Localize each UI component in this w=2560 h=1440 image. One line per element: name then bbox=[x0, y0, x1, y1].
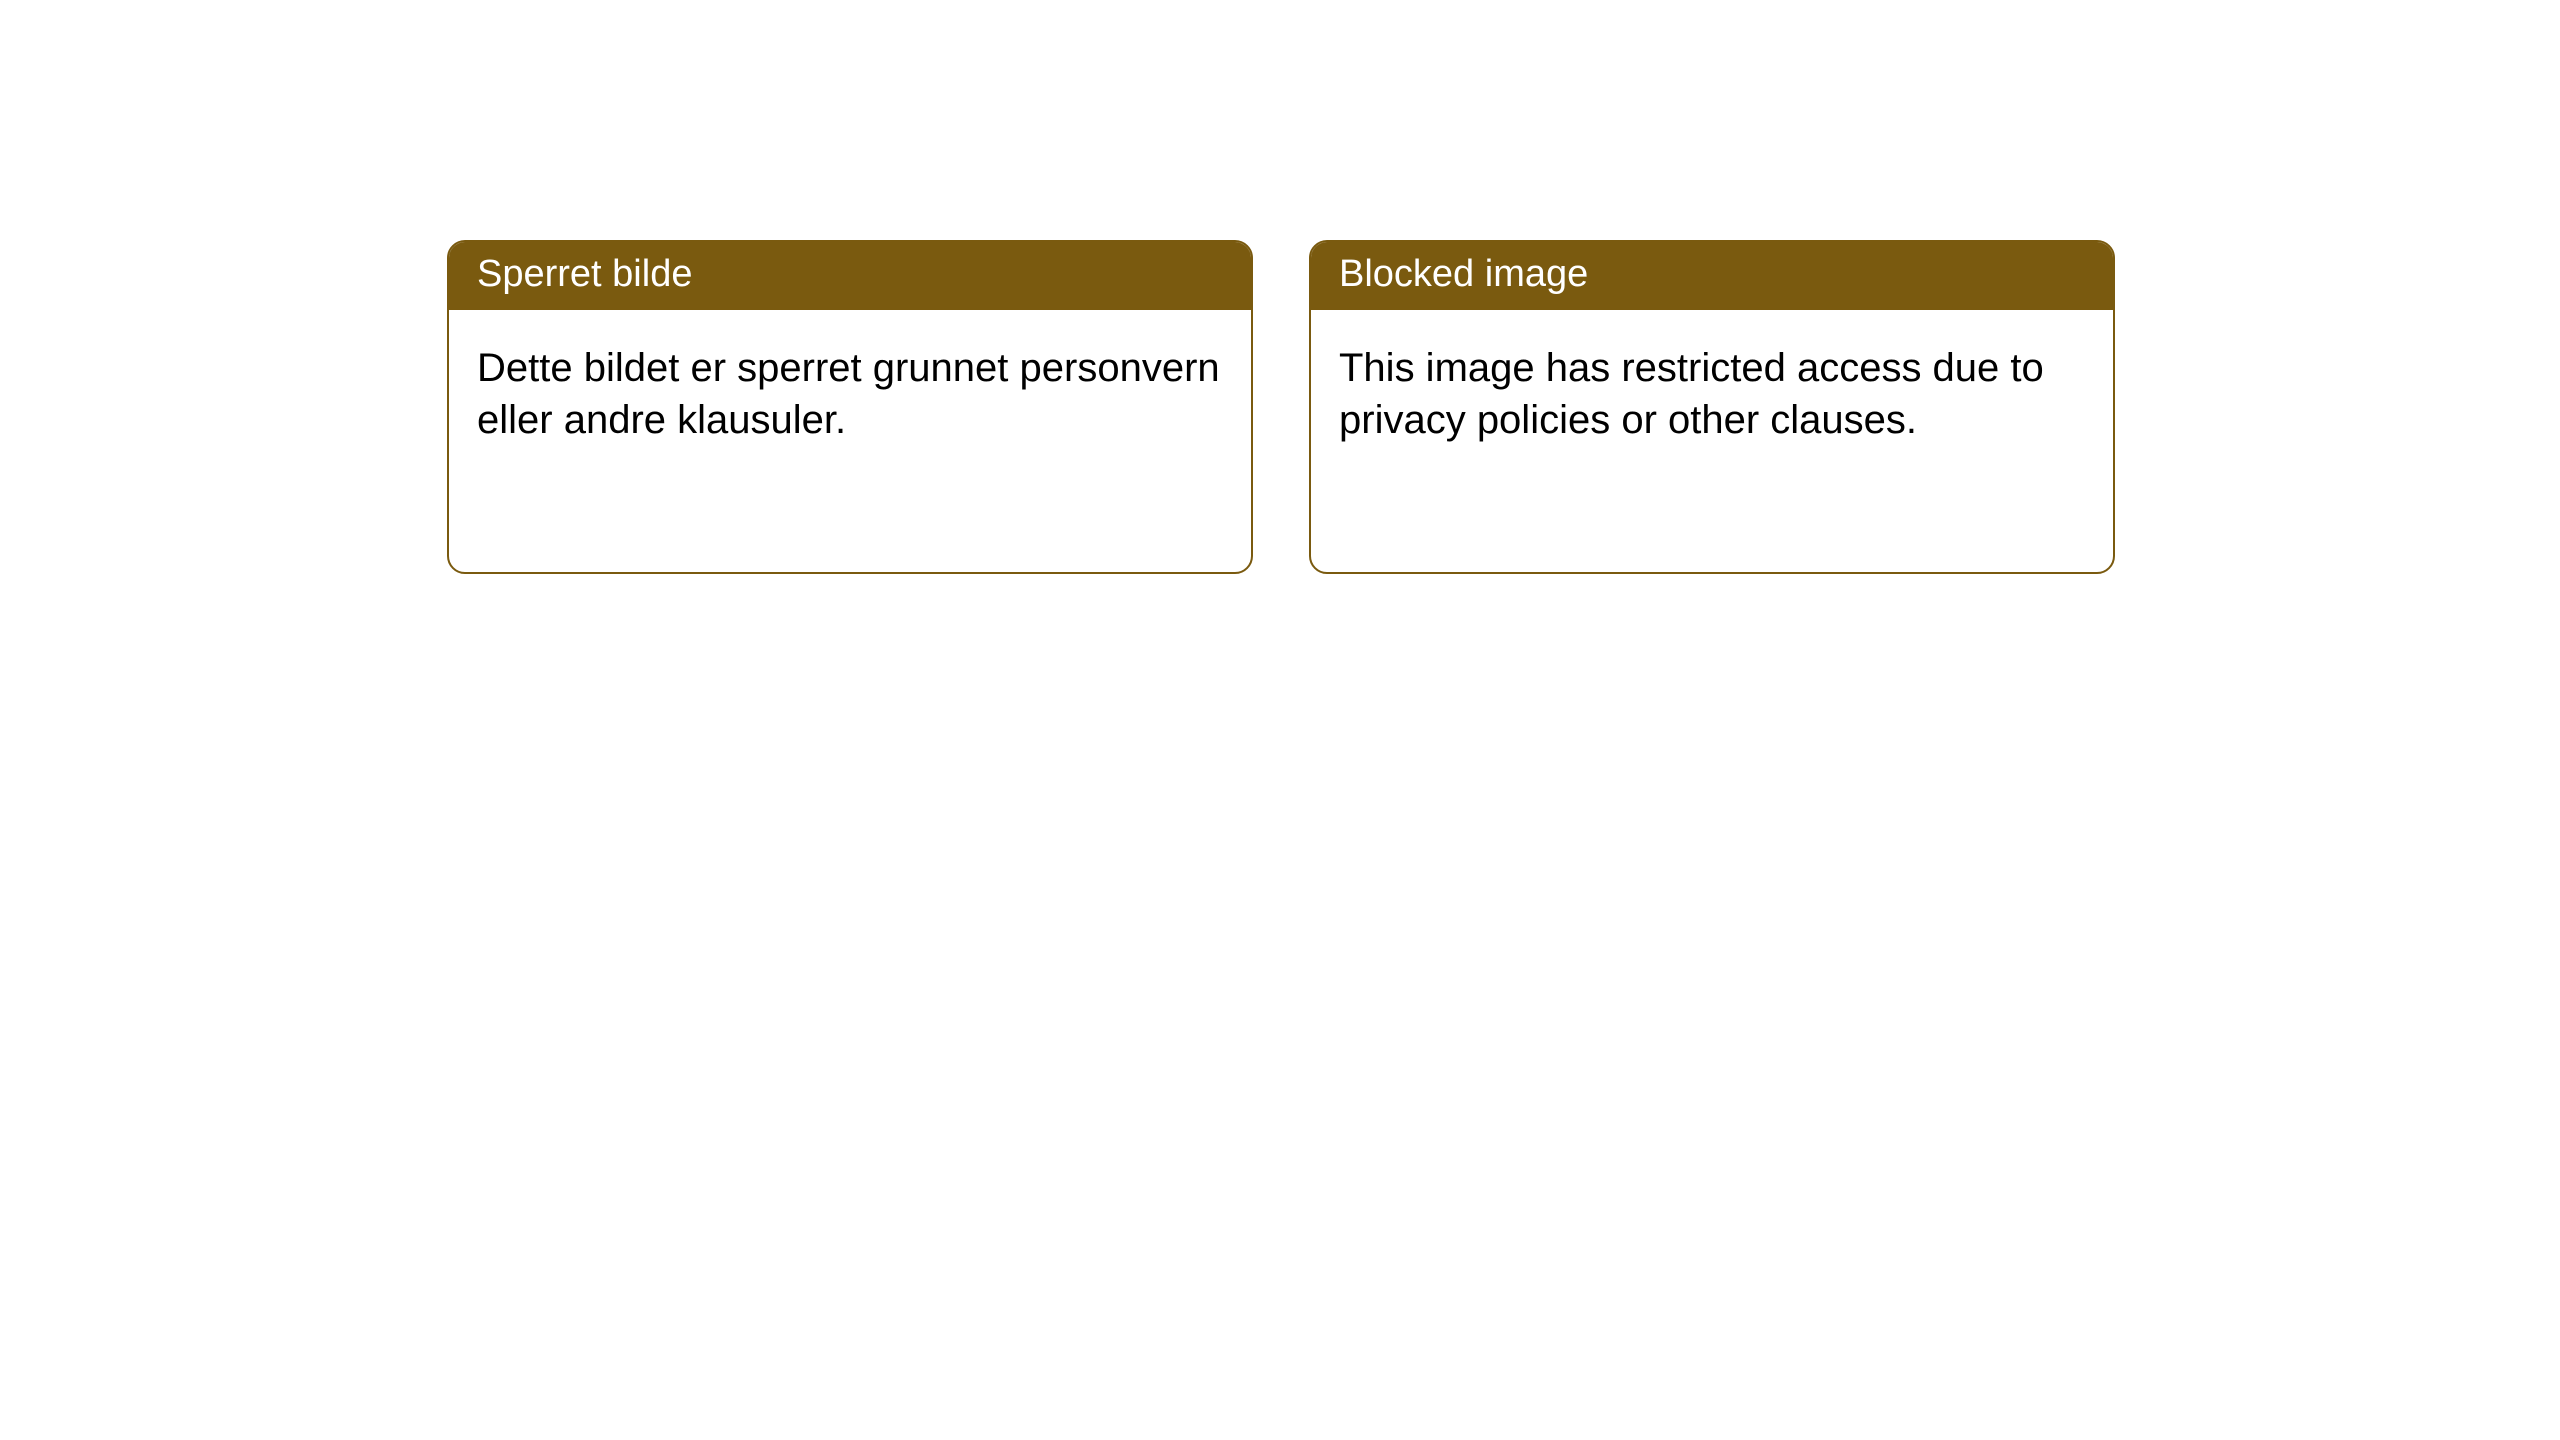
card-header: Sperret bilde bbox=[449, 242, 1251, 310]
blocked-image-card-no: Sperret bilde Dette bildet er sperret gr… bbox=[447, 240, 1253, 574]
card-body: This image has restricted access due to … bbox=[1311, 310, 2113, 478]
card-body: Dette bildet er sperret grunnet personve… bbox=[449, 310, 1251, 478]
blocked-image-card-en: Blocked image This image has restricted … bbox=[1309, 240, 2115, 574]
cards-container: Sperret bilde Dette bildet er sperret gr… bbox=[0, 0, 2560, 574]
card-header: Blocked image bbox=[1311, 242, 2113, 310]
